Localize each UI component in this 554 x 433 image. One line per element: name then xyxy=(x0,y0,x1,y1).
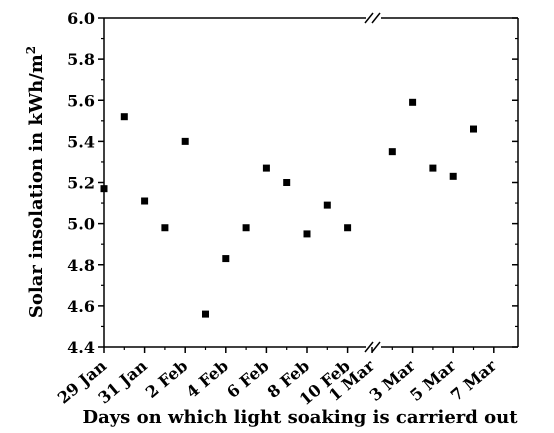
axis-break-bottom-mark-2 xyxy=(371,341,381,353)
y-tick-label: 5.2 xyxy=(67,174,95,193)
y-axis-title-base: Solar insolation in kWh/m xyxy=(26,54,47,318)
data-point xyxy=(283,179,291,186)
y-axis-ticks: 4.4 4.6 4.8 5.0 5.2 5.4 5.6 5.8 6.0 xyxy=(67,9,518,357)
y-tick-label: 5.0 xyxy=(67,215,95,234)
data-point xyxy=(303,230,311,238)
data-point xyxy=(120,113,128,121)
y-tick-label: 4.6 xyxy=(67,297,95,316)
y-tick-label: 5.4 xyxy=(67,132,95,151)
data-point xyxy=(141,197,149,205)
axis-break-top xyxy=(364,12,381,24)
y-tick-label: 5.8 xyxy=(67,50,95,69)
data-point xyxy=(202,310,209,318)
y-tick-label: 4.4 xyxy=(67,338,95,357)
data-point xyxy=(409,98,417,106)
data-point xyxy=(181,137,189,145)
y-tick-label: 4.8 xyxy=(67,256,95,275)
data-point xyxy=(323,201,331,209)
x-tick-label: 2 Feb xyxy=(142,356,191,402)
data-point xyxy=(242,224,250,232)
data-point xyxy=(449,172,457,180)
data-point xyxy=(470,125,477,133)
data-point xyxy=(429,164,437,172)
data-point xyxy=(161,224,169,232)
plot-frame xyxy=(103,17,519,348)
data-point xyxy=(388,148,396,156)
axis-break-bottom-mark-1 xyxy=(364,341,374,353)
axis-break-top-mark-1 xyxy=(364,12,374,24)
x-tick-label: 7 Mar xyxy=(447,356,500,405)
data-point xyxy=(100,185,108,193)
axis-break-bottom xyxy=(364,341,381,353)
data-point xyxy=(344,224,352,232)
y-axis-title-superscript: 2 xyxy=(24,46,38,54)
axis-break-top-mark-2 xyxy=(371,12,381,24)
x-axis-title: Days on which light soaking is carrierd … xyxy=(82,407,518,428)
y-axis-title: Solar insolation in kWh/m2 xyxy=(24,46,47,318)
x-tick-label: 4 Feb xyxy=(182,356,231,402)
data-point xyxy=(262,164,270,172)
data-points xyxy=(100,98,477,318)
data-point xyxy=(222,255,230,263)
y-tick-label: 6.0 xyxy=(67,9,95,28)
x-tick-label: 6 Feb xyxy=(223,356,272,402)
y-tick-label: 5.6 xyxy=(67,91,95,110)
